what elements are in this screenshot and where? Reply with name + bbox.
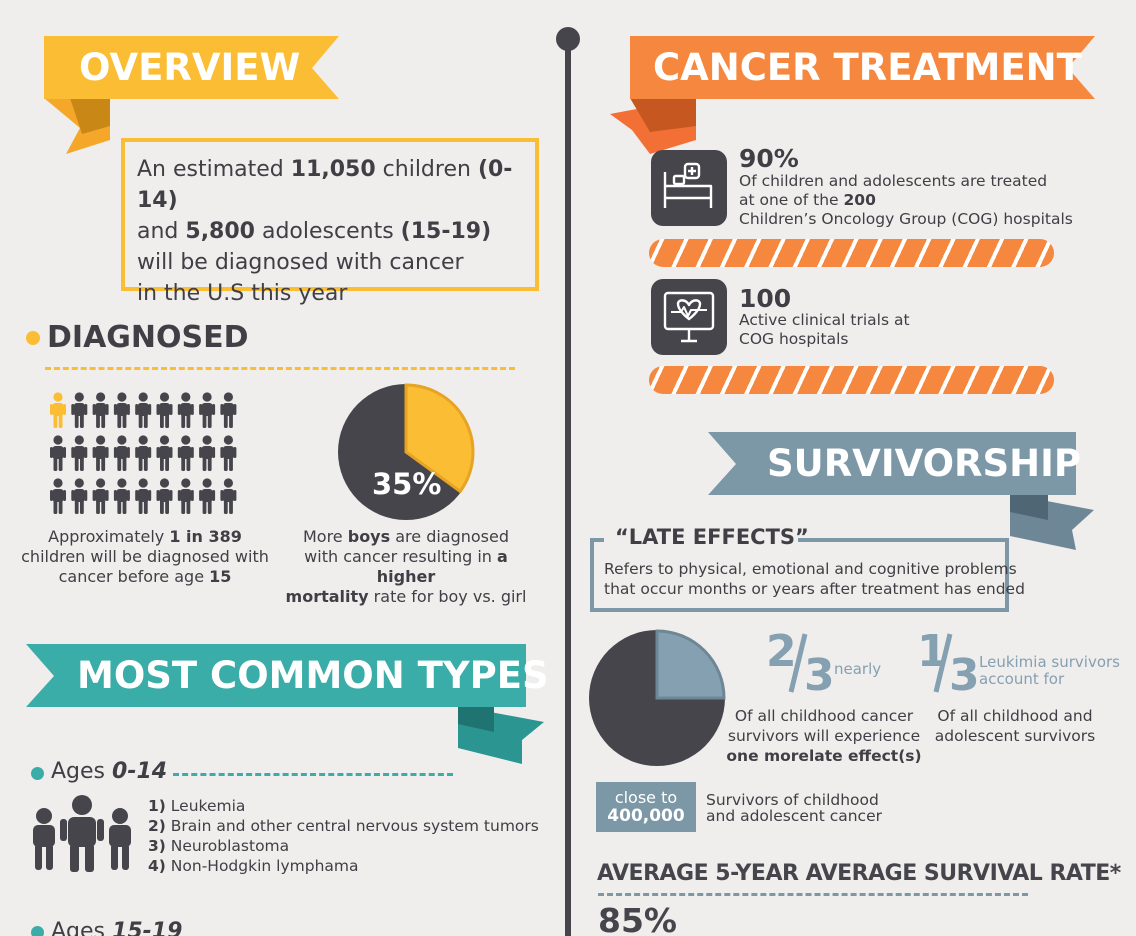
heart-monitor-icon bbox=[663, 291, 715, 343]
person-icon bbox=[135, 392, 152, 428]
timeline-line bbox=[565, 44, 571, 936]
person-icon bbox=[92, 392, 109, 428]
person-icon bbox=[50, 392, 66, 428]
person-icon bbox=[177, 392, 194, 428]
timeline-dot bbox=[556, 27, 580, 51]
survivorship-title: SURVIVORSHIP bbox=[767, 442, 1082, 485]
types-list: 1) Leukemia 2) Brain and other central n… bbox=[148, 796, 539, 876]
survivorship-ribbon bbox=[708, 432, 1094, 550]
fraction-slash-1 bbox=[788, 633, 808, 693]
fraction-one-third-note: Leukimia survivors account for bbox=[979, 653, 1120, 688]
children-icon bbox=[33, 795, 131, 872]
fraction-slash-2 bbox=[933, 633, 953, 693]
late-box-top-right bbox=[798, 538, 1009, 542]
person-icon bbox=[113, 478, 130, 514]
survivors-badge: close to 400,000 bbox=[596, 782, 696, 832]
list-item: 3) Neuroblastoma bbox=[148, 837, 290, 855]
overview-title: OVERVIEW bbox=[79, 46, 301, 89]
person-icon bbox=[220, 392, 237, 428]
ages2-bullet bbox=[31, 926, 44, 936]
person-icon bbox=[199, 392, 216, 428]
ages2-heading: Ages 15-19 bbox=[51, 919, 183, 936]
person-icon bbox=[177, 478, 194, 514]
person-icon bbox=[135, 435, 152, 471]
person-icon bbox=[199, 478, 216, 514]
treatment-title: CANCER TREATMENT bbox=[653, 46, 1082, 89]
person-icon bbox=[50, 435, 66, 471]
hospital-bed-icon-box bbox=[651, 150, 727, 226]
person-icon bbox=[50, 478, 66, 514]
survivor-pie-slice bbox=[655, 629, 726, 700]
stat2-progress-bar bbox=[649, 366, 1054, 394]
late-effects-box bbox=[590, 538, 1009, 612]
people-grid bbox=[50, 392, 237, 514]
list-item: 2) Brain and other central nervous syste… bbox=[148, 817, 539, 835]
monitor-icon-box bbox=[651, 279, 727, 355]
person-icon bbox=[92, 435, 109, 471]
types-ribbon bbox=[26, 644, 544, 764]
person-icon bbox=[113, 435, 130, 471]
late-box-top-left bbox=[590, 538, 604, 542]
pie-slice-boys bbox=[404, 383, 475, 494]
person-icon bbox=[71, 435, 88, 471]
one-third-caption: Of all childhood and adolescent survivor… bbox=[934, 707, 1096, 745]
stat2-number: 100 bbox=[739, 284, 792, 313]
pie-caption: More boys are diagnosed with cancer resu… bbox=[285, 527, 527, 606]
ages1-heading: Ages 0-14 bbox=[51, 759, 168, 784]
types-title: MOST COMMON TYPES bbox=[77, 654, 549, 697]
overview-line-4: in the U.S this year bbox=[137, 281, 348, 306]
diagnosed-title: DIAGNOSED bbox=[47, 320, 249, 355]
diagnosed-bullet bbox=[26, 331, 40, 345]
stat1-text: Of children and adolescents are treated … bbox=[739, 172, 1073, 228]
overview-ribbon bbox=[44, 36, 339, 154]
list-item: 4) Non-Hodgkin lymphama bbox=[148, 857, 359, 875]
stat1-number: 90% bbox=[739, 144, 799, 173]
person-icon bbox=[199, 435, 216, 471]
stat1-progress-bar bbox=[649, 239, 1054, 267]
person-icon bbox=[177, 435, 194, 471]
person-icon bbox=[156, 435, 173, 471]
overview-line-1: An estimated 11,050 children (0-14) bbox=[137, 157, 513, 213]
stat2-text: Active clinical trials at COG hospitals bbox=[739, 311, 910, 348]
boys-pie-chart bbox=[338, 383, 475, 520]
people-caption: Approximately 1 in 389 children will be … bbox=[21, 527, 269, 586]
overview-line-3: will be diagnosed with cancer bbox=[137, 250, 464, 275]
fraction-two-thirds-note: nearly bbox=[834, 660, 882, 678]
ages1-bullet bbox=[31, 767, 44, 780]
survivor-pie-chart bbox=[589, 629, 726, 766]
treatment-ribbon bbox=[610, 36, 1095, 154]
survivors-badge-caption: Survivors of childhood and adolescent ca… bbox=[706, 791, 882, 825]
survival-rate-value: 85% bbox=[598, 901, 677, 936]
person-icon bbox=[220, 478, 237, 514]
person-icon bbox=[220, 435, 237, 471]
two-thirds-caption: Of all childhood cancer survivors will e… bbox=[726, 707, 922, 765]
diagnosed-divider bbox=[45, 367, 515, 370]
late-effects-title: “LATE EFFECTS” bbox=[615, 525, 809, 549]
list-item: 1) Leukemia bbox=[148, 797, 246, 815]
fraction-two-thirds: 2 3 bbox=[766, 626, 835, 701]
person-icon bbox=[135, 478, 152, 514]
ages1-divider bbox=[173, 773, 453, 776]
person-icon bbox=[156, 478, 173, 514]
fraction-one-third: 1 3 bbox=[917, 626, 980, 701]
person-icon bbox=[71, 478, 88, 514]
person-icon bbox=[71, 392, 88, 428]
hospital-bed-icon bbox=[663, 162, 713, 208]
overview-line-2: and 5,800 adolescents (15-19) bbox=[137, 219, 492, 244]
survival-rate-divider bbox=[598, 893, 1028, 896]
survival-rate-title: AVERAGE 5-YEAR AVERAGE SURVIVAL RATE* bbox=[597, 861, 1121, 886]
person-icon bbox=[92, 478, 109, 514]
overview-box: An estimated 11,050 children (0-14) and … bbox=[121, 138, 539, 306]
late-effects-text: Refers to physical, emotional and cognit… bbox=[604, 560, 1025, 598]
person-icon bbox=[113, 392, 130, 428]
pie-percent-label: 35% bbox=[372, 467, 442, 501]
person-icon bbox=[156, 392, 173, 428]
